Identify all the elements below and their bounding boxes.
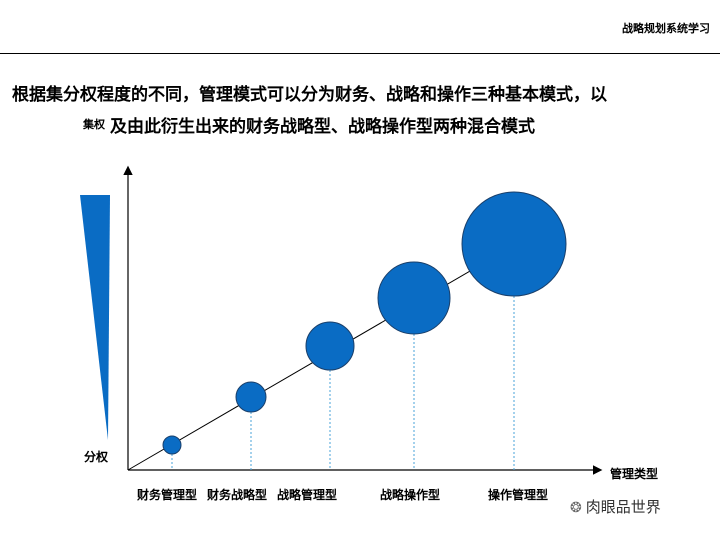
wechat-icon: ❂ — [570, 500, 582, 516]
watermark-text: 肉眼品世界 — [585, 498, 661, 516]
bubble-operational — [461, 191, 567, 297]
bubble-strategic — [305, 321, 355, 371]
header-divider — [0, 53, 720, 54]
category-label-strategic-operational: 战略操作型 — [380, 488, 441, 502]
category-label-financial-strategic: 财务战略型 — [207, 488, 268, 502]
bubble-financial-strategic — [235, 381, 267, 413]
bubble-financial — [162, 435, 182, 455]
centralization-wedge — [80, 195, 110, 440]
decentralized-label: 分权 — [84, 450, 109, 464]
headline-line2: 及由此衍生出来的财务战略型、战略操作型两种混合模式 — [110, 117, 535, 137]
header-title: 战略规划系统学习 — [622, 22, 710, 35]
category-label-financial: 财务管理型 — [137, 488, 198, 502]
headline-line1: 根据集分权程度的不同，管理模式可以分为财务、战略和操作三种基本模式，以 — [12, 85, 607, 105]
category-label-operational: 操作管理型 — [488, 488, 549, 502]
x-axis-label: 管理类型 — [610, 467, 659, 481]
bubble-strategic-operational — [377, 261, 451, 335]
category-label-strategic: 战略管理型 — [277, 488, 338, 502]
watermark: ❂ 肉眼品世界 — [570, 496, 661, 517]
centralized-label: 集权 — [83, 118, 105, 131]
